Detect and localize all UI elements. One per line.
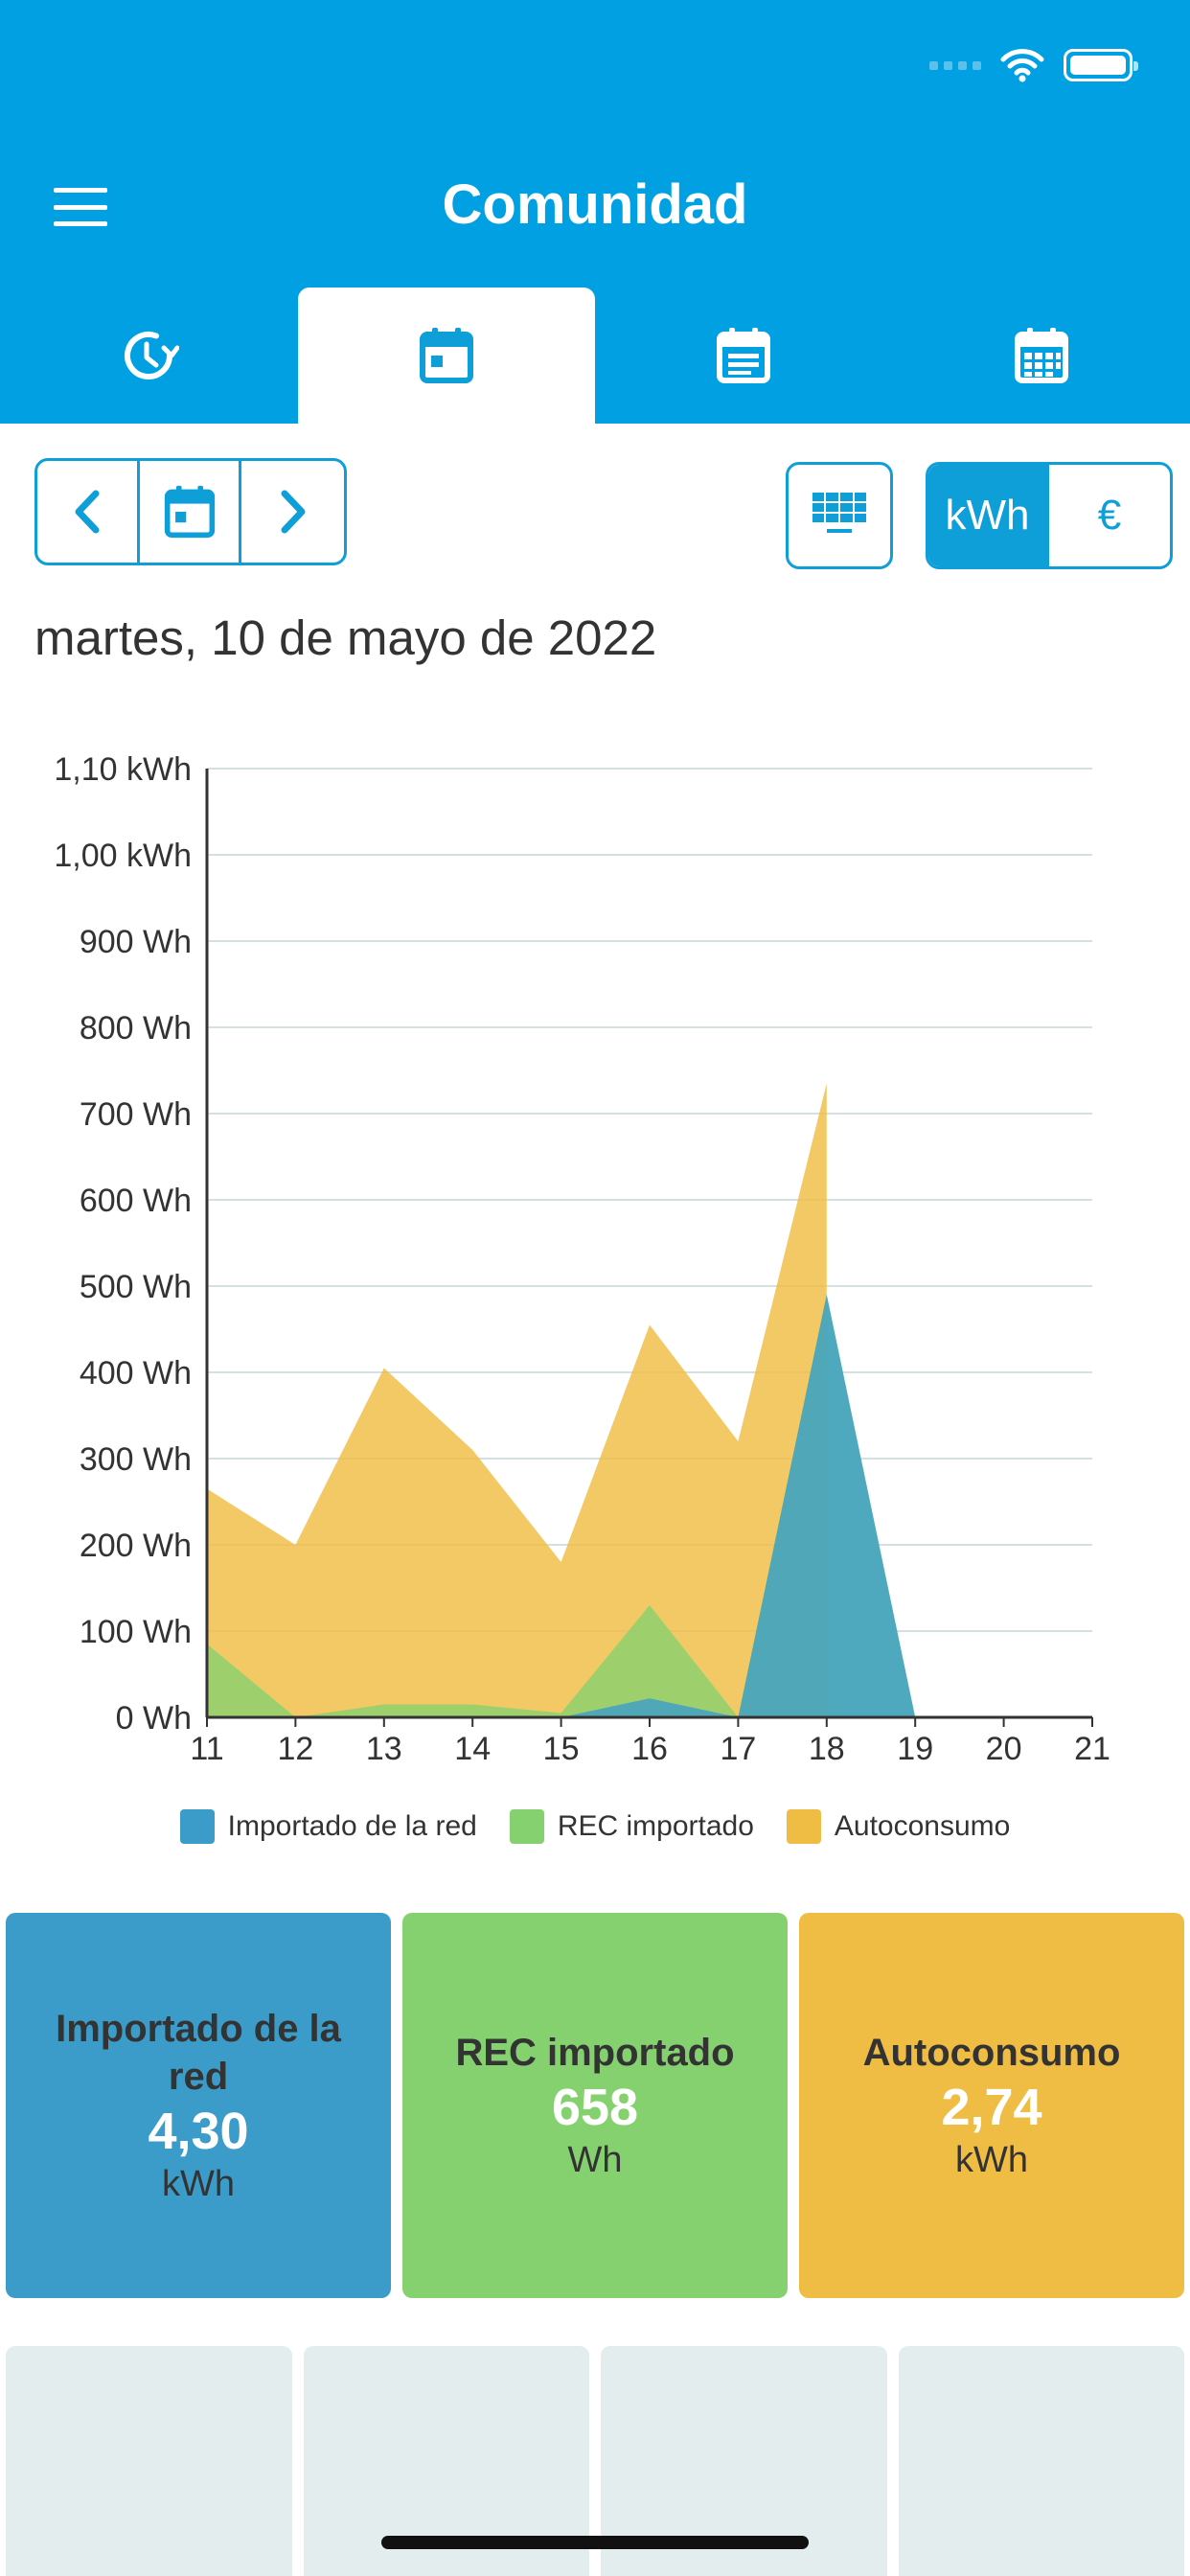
legend-item[interactable]: Importado de la red [179,1809,477,1844]
date-navigation [34,458,347,565]
x-tick-label: 13 [366,1731,402,1767]
summary-title: Importado de la red [56,2007,341,2098]
battery-icon [1064,49,1138,81]
table-view-button[interactable] [786,462,893,569]
area-autoconsumo [207,1083,827,1717]
summary-card: REC importado 658 Wh [402,1913,788,2298]
legend-swatch [509,1809,544,1844]
summary-value: 658 [551,2078,639,2136]
prev-day-button[interactable] [37,461,140,563]
x-tick-label: 12 [277,1731,313,1767]
y-tick-label: 1,10 kWh [54,751,192,788]
x-tick-label: 20 [986,1731,1022,1767]
legend-label: Importado de la red [227,1810,477,1842]
x-tick-label: 15 [543,1731,580,1767]
date-label: martes, 10 de mayo de 2022 [34,610,657,665]
y-tick-label: 100 Wh [80,1614,192,1650]
y-tick-label: 500 Wh [80,1269,192,1305]
summary-title: Autoconsumo [862,2031,1121,2074]
legend-label: REC importado [557,1810,754,1842]
calendar-day-icon [419,328,473,383]
legend-item[interactable]: REC importado [509,1809,754,1844]
chevron-left-icon [75,490,100,534]
calendar-picker-button[interactable] [140,461,242,563]
y-tick-label: 600 Wh [80,1183,192,1219]
x-tick-label: 17 [720,1731,756,1767]
summary-unit: kWh [162,2163,235,2204]
x-tick-label: 16 [631,1731,668,1767]
summary-card: Autoconsumo 2,74 kWh [799,1913,1184,2298]
placeholder-card [6,2346,292,2576]
summary-value: 2,74 [941,2078,1042,2136]
unit-kwh-button[interactable]: kWh [928,465,1049,566]
y-tick-label: 1,00 kWh [54,838,192,874]
summary-title: REC importado [455,2031,735,2074]
tab-realtime[interactable] [0,288,298,424]
y-tick-label: 200 Wh [80,1528,192,1564]
legend-item[interactable]: Autoconsumo [786,1809,1011,1844]
chart-legend: Importado de la red REC importado Autocons… [0,1809,1190,1844]
home-indicator [381,2536,809,2549]
calendar-icon [164,485,215,539]
y-tick-label: 0 Wh [116,1700,192,1736]
page-title: Comunidad [442,173,748,236]
summary-unit: kWh [955,2139,1028,2180]
grid-icon [812,493,866,533]
chevron-right-icon [281,490,306,534]
y-tick-label: 300 Wh [80,1441,192,1478]
x-tick-label: 18 [809,1731,845,1767]
tab-bar [0,288,1190,424]
status-bar [929,46,1138,84]
tab-month[interactable] [595,288,893,424]
menu-button[interactable] [54,188,107,226]
tab-day[interactable] [297,288,595,424]
cellular-signal-icon [929,60,981,70]
wifi-icon [1000,49,1044,82]
x-tick-label: 19 [897,1731,933,1767]
summary-unit: Wh [567,2139,623,2180]
legend-label: Autoconsumo [834,1810,1011,1842]
area-importado-red [207,1295,1092,1717]
y-tick-label: 700 Wh [80,1096,192,1133]
legend-swatch [179,1809,215,1844]
summary-cards: Importado de la red 4,30 kWh REC importado 6… [6,1913,1184,2298]
legend-swatch [786,1809,821,1844]
next-day-button[interactable] [241,461,344,563]
energy-area-chart: 0 Wh 100 Wh 200 Wh 300 Wh 400 Wh 500 Wh 600 Wh… [54,751,1110,1767]
x-tick-label: 11 [190,1731,223,1767]
calendar-month-icon [717,328,771,383]
x-tick-label: 14 [454,1731,491,1767]
clock-icon [125,332,180,380]
calendar-year-icon [1014,328,1068,383]
hamburger-icon [54,188,107,193]
y-tick-label: 900 Wh [80,924,192,960]
tab-year[interactable] [893,288,1190,424]
x-tick-label: 21 [1074,1731,1110,1767]
summary-card: Importado de la red 4,30 kWh [6,1913,391,2298]
unit-euro-button[interactable]: € [1097,492,1122,539]
unit-toggle: kWh € [926,462,1173,569]
summary-value: 4,30 [148,2102,249,2160]
placeholder-card [898,2346,1184,2576]
y-tick-label: 800 Wh [80,1010,192,1046]
top-bar: Comunidad [0,0,1190,424]
y-tick-label: 400 Wh [80,1355,192,1392]
